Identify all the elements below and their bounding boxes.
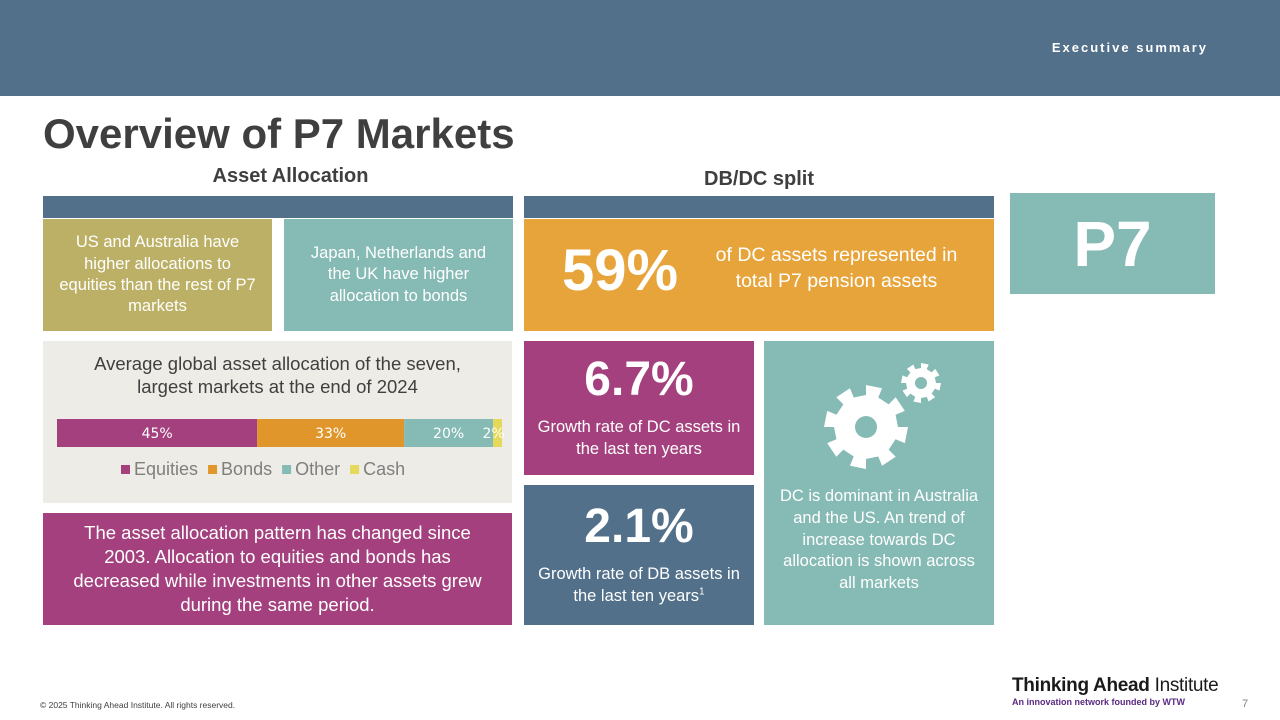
us-australia-text: US and Australia have higher allocations… — [59, 233, 256, 316]
legend-swatch-equities — [121, 465, 130, 474]
bar-segment-equities — [57, 419, 258, 447]
page-number: 7 — [1242, 698, 1249, 710]
allocation-stacked-bar-chart: 45% 33% 20% 2% Equities Bonds Other Cash — [57, 419, 505, 479]
section-label: Executive summary — [1051, 40, 1208, 55]
db-growth-value: 2.1% — [584, 499, 694, 553]
japan-netherlands-uk-box: Japan, Netherlands and the UK have highe… — [284, 219, 513, 331]
brand-logo: Thinking Ahead Institute — [1012, 675, 1219, 697]
pattern-change-box: The asset allocation pattern has changed… — [43, 513, 512, 625]
header-bar: Executive summary — [0, 0, 1280, 96]
asset-allocation-heading: Asset Allocation — [212, 165, 369, 187]
bar-segment-bonds — [257, 419, 405, 447]
db-growth-footnote: 1 — [699, 586, 705, 598]
dc-growth-box: 6.7% Growth rate of DC assets in the las… — [524, 341, 754, 475]
japan-netherlands-uk-text: Japan, Netherlands and the UK have highe… — [310, 243, 487, 305]
brand-bold: Thinking Ahead — [1012, 675, 1150, 696]
dc-growth-value: 6.7% — [584, 352, 694, 406]
legend-label-cash: Cash — [363, 459, 405, 479]
brand-regular: Institute — [1154, 675, 1219, 696]
brand-tagline: An innovation network founded by WTW — [1012, 697, 1185, 707]
left-stripe — [43, 196, 513, 218]
legend-label-bonds: Bonds — [221, 459, 272, 479]
dc-share-box: 59% of DC assets represented in total P7… — [524, 219, 994, 331]
legend-label-equities: Equities — [134, 459, 198, 479]
chart-title-line-2: largest markets at the end of 2024 — [137, 376, 418, 398]
dc-dominant-text: DC is dominant in Australia and the US. … — [779, 487, 979, 593]
bar-label-bonds: 33% — [315, 426, 346, 442]
chart-title: Average global asset allocation of the s… — [43, 352, 512, 398]
bar-label-equities: 45% — [142, 426, 173, 442]
p7-badge-text: P7 — [1073, 207, 1152, 280]
dc-growth-text: Growth rate of DC assets in the last ten… — [537, 417, 741, 458]
allocation-chart-panel: Average global asset allocation of the s… — [43, 341, 512, 503]
gears-icon — [824, 363, 941, 469]
dc-dominant-box: DC is dominant in Australia and the US. … — [764, 341, 994, 625]
page-title: Overview of P7 Markets — [43, 110, 515, 157]
db-growth-label: Growth rate of DB assets in the last ten… — [524, 563, 754, 608]
us-australia-box: US and Australia have higher allocations… — [43, 219, 272, 331]
db-growth-box: 2.1% Growth rate of DB assets in the las… — [524, 485, 754, 625]
bar-label-other: 20% — [433, 426, 464, 442]
legend-swatch-bonds — [208, 465, 218, 474]
p7-badge: P7 — [1010, 193, 1215, 294]
legend-label-other: Other — [295, 459, 340, 479]
bar-segment-other — [404, 419, 494, 447]
pattern-change-text: The asset allocation pattern has changed… — [73, 521, 482, 616]
chart-title-line-1: Average global asset allocation of the s… — [94, 353, 461, 374]
bar-label-cash: 2% — [482, 426, 504, 442]
bar-segment-cash — [493, 419, 502, 447]
legend-swatch-cash — [350, 465, 360, 474]
legend-swatch-other — [282, 465, 292, 474]
dc-share-text: of DC assets represented in total P7 pen… — [715, 244, 958, 292]
dc-share-value: 59% — [562, 238, 679, 303]
copyright-text: © 2025 Thinking Ahead Institute. All rig… — [40, 700, 236, 710]
db-dc-split-heading: DB/DC split — [704, 168, 814, 190]
db-growth-text: Growth rate of DB assets in the last ten… — [538, 564, 740, 605]
right-stripe — [524, 196, 994, 218]
